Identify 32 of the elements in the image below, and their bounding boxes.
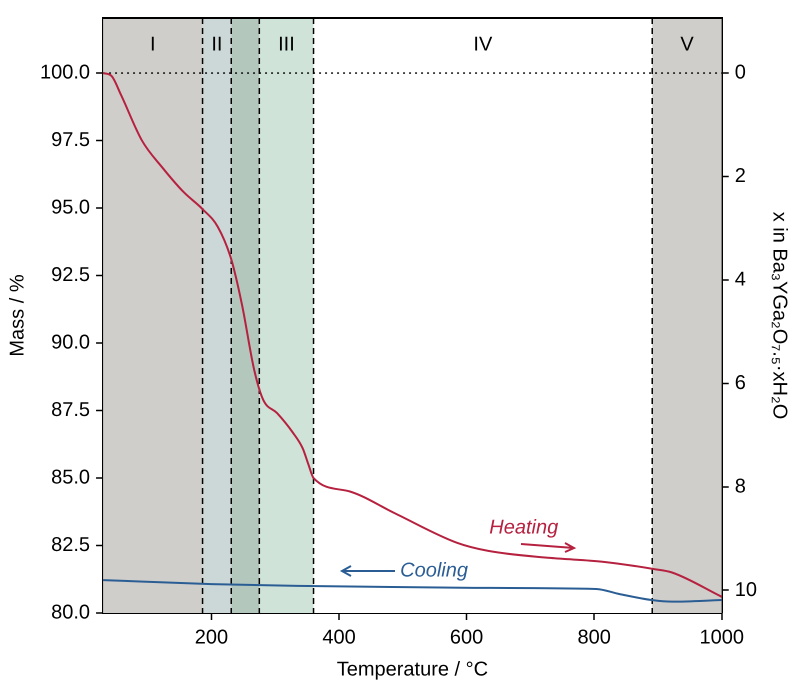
x-tick-label: 400 bbox=[322, 626, 356, 649]
x-tick-label: 800 bbox=[578, 626, 611, 649]
y-tick-label: 85.0 bbox=[51, 466, 90, 489]
series-label: Heating bbox=[489, 516, 558, 538]
x-axis-title: Temperature / °C bbox=[336, 658, 488, 681]
y-tick-label: 82.5 bbox=[51, 534, 90, 556]
y2-tick-label: 4 bbox=[734, 268, 746, 290]
y-tick-label: 90.0 bbox=[51, 332, 90, 354]
y-tick-label: 87.5 bbox=[51, 399, 90, 422]
y-tick-label: 80.0 bbox=[51, 602, 90, 624]
band-label: III bbox=[278, 34, 295, 56]
x-tick-label: 600 bbox=[450, 626, 484, 649]
y2-tick-label: 0 bbox=[734, 61, 746, 84]
band-label: I bbox=[150, 34, 156, 56]
y2-tick-label: 6 bbox=[734, 372, 746, 394]
y2-tick-label: 8 bbox=[734, 475, 746, 498]
band-label: IV bbox=[473, 34, 493, 56]
x-tick-label: 1000 bbox=[700, 626, 744, 649]
line-series bbox=[103, 72, 722, 598]
y-tick-label: 100.0 bbox=[40, 62, 90, 84]
y2-tick-label: 10 bbox=[734, 578, 758, 601]
y-axis-title: Mass / % bbox=[6, 274, 29, 357]
legend-label: Cooling bbox=[400, 559, 468, 582]
line-series bbox=[103, 579, 722, 603]
y-tick-label: 92.5 bbox=[51, 264, 90, 286]
band-label: V bbox=[680, 34, 694, 56]
band-label: II bbox=[211, 34, 222, 56]
x-tick-label: 200 bbox=[194, 626, 228, 649]
y2-axis-title: x in Ba₃YGa₂O₇.₅·xH₂O bbox=[768, 212, 790, 420]
y-tick-label: 95.0 bbox=[51, 196, 90, 219]
y-tick-label: 97.5 bbox=[51, 129, 90, 152]
y2-tick-label: 2 bbox=[734, 164, 746, 187]
